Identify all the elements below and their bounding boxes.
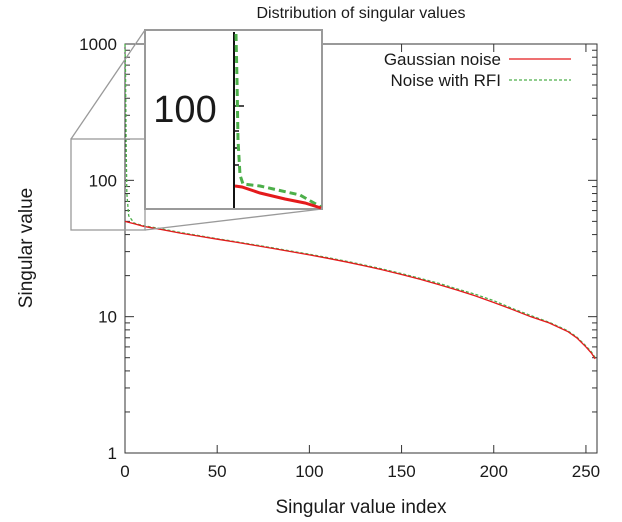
x-tick-label: 250 [572, 462, 600, 481]
x-tick-label: 100 [295, 462, 323, 481]
inset-tick-label: 100 [153, 89, 216, 131]
y-tick-label: 1000 [79, 35, 117, 54]
x-tick-label: 50 [208, 462, 227, 481]
x-tick-label: 200 [480, 462, 508, 481]
y-tick-label: 10 [98, 308, 117, 327]
x-tick-label: 150 [387, 462, 415, 481]
y-axis-label: Singular value [16, 188, 37, 308]
zoom-connector-line [144, 208, 323, 231]
legend-label: Gaussian noise [384, 50, 501, 69]
legend-label: Noise with RFI [390, 71, 501, 90]
zoom-connector-line [70, 29, 146, 140]
inset-panel: 100 [144, 29, 323, 210]
series-line-gaussian-noise [124, 220, 596, 360]
series-layer [124, 43, 596, 360]
inset-series-gaussian-noise [234, 184, 322, 210]
x-axis-label: Singular value index [275, 497, 447, 518]
y-tick-label: 100 [89, 171, 117, 190]
x-tick-label: 0 [120, 462, 129, 481]
legend: Gaussian noise Noise with RFI [384, 50, 571, 90]
chart-title: Distribution of singular values [257, 5, 466, 22]
inset-series-noise-with-rfi [234, 33, 322, 209]
x-axis: 0 50 100 150 200 250 [120, 44, 600, 481]
plot-frame [124, 43, 598, 454]
y-axis: 1 10 100 1000 [79, 35, 597, 463]
zoom-connector [70, 29, 323, 231]
y-tick-label: 1 [108, 444, 117, 463]
